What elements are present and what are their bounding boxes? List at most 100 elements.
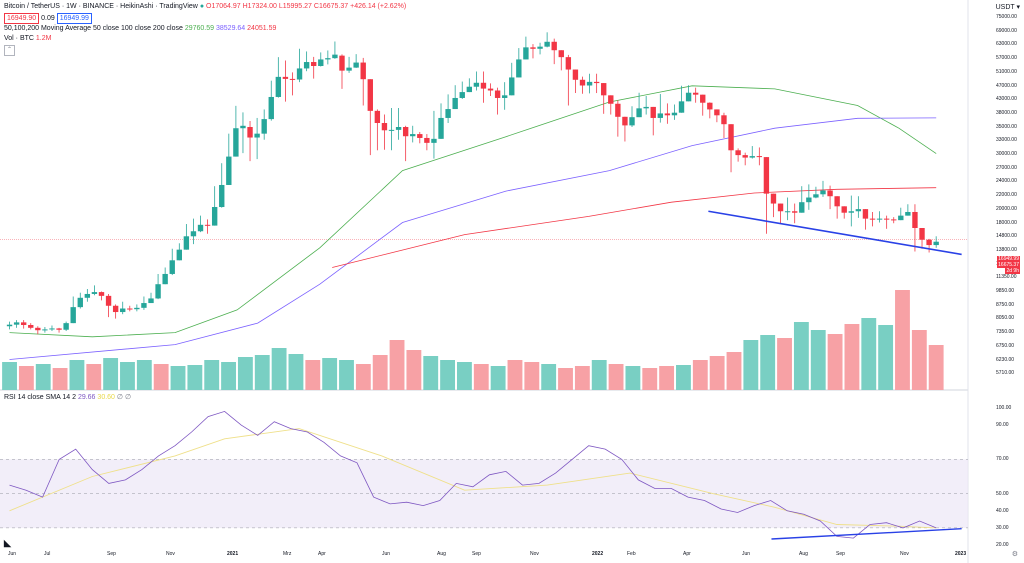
collapse-legend-button[interactable]: ⌃	[4, 45, 16, 56]
candle-body	[841, 206, 847, 213]
time-axis-label: Apr	[683, 551, 691, 557]
candle-body	[735, 150, 741, 156]
time-axis-label: Jun	[742, 551, 751, 557]
settings-gear-icon[interactable]: ⚙	[1011, 551, 1018, 558]
rsi-tail: ∅ ∅	[116, 394, 132, 401]
candle-body	[799, 202, 805, 213]
tradingview-logo[interactable]: ⁠◣	[4, 538, 11, 549]
candle-body	[692, 92, 699, 95]
time-axis-label: Apr	[318, 551, 326, 557]
ma100-value: 38529.64	[216, 25, 246, 32]
candle-body	[728, 124, 734, 151]
ohlc-high: H17324.00	[242, 3, 277, 10]
candle-body	[494, 90, 501, 98]
ohlc-change: +426.14 (+2.62%)	[350, 3, 407, 10]
candle-body	[551, 41, 557, 51]
volume-bar	[423, 356, 439, 390]
volume-bar	[827, 334, 843, 390]
candle-body	[629, 117, 635, 126]
volume-bar	[743, 340, 759, 390]
price-axis-label: 9850.00	[996, 288, 1015, 294]
price-axis-label: 30000.00	[996, 151, 1017, 157]
time-axis-label: Nov	[166, 551, 175, 557]
candle-body	[289, 78, 296, 80]
candle-body	[501, 95, 508, 98]
candle-body	[226, 156, 232, 185]
candle-body	[919, 228, 925, 240]
time-axis-label: Feb	[627, 551, 636, 557]
candle-body	[325, 58, 331, 60]
status-dot: ●	[199, 3, 205, 10]
candle-body	[721, 115, 727, 125]
candle-body	[360, 62, 366, 80]
candle-body	[410, 134, 416, 137]
candle-body	[91, 292, 98, 294]
chevron-down-icon: ▾	[1014, 4, 1020, 11]
candle-body	[763, 157, 770, 194]
price-axis-label: 63000.00	[996, 41, 1017, 48]
volume-legend[interactable]: Vol · BTC 1.2M	[4, 34, 51, 44]
candle-body	[388, 129, 395, 131]
volume-bar	[642, 368, 658, 390]
candle-body	[643, 106, 649, 109]
candle-body	[219, 184, 225, 208]
candle-body	[240, 125, 246, 129]
candle-body	[98, 292, 105, 296]
candle-body	[898, 215, 904, 221]
candle-body	[6, 324, 13, 327]
candle-body	[417, 134, 423, 138]
volume-bar	[574, 366, 590, 390]
candle-body	[332, 54, 338, 59]
candle-body	[509, 77, 515, 96]
currency-text: USDT	[995, 4, 1015, 11]
candle-body	[657, 113, 663, 118]
candle-body	[558, 50, 564, 58]
candle-body	[530, 47, 536, 49]
candle-body	[593, 81, 600, 84]
candle-body	[275, 76, 282, 97]
time-axis-label: Sep	[107, 551, 116, 557]
candle-body	[749, 156, 755, 158]
chevron-up-icon: ⌃	[4, 45, 16, 56]
rsi-legend[interactable]: RSI 14 close SMA 14 2 29.66 30.60 ∅ ∅	[4, 393, 131, 403]
tradingview-logo-icon: ⁠◣	[4, 538, 11, 548]
volume-bar	[524, 362, 540, 390]
time-axis-label: Jul	[44, 551, 51, 557]
rsi-axis-label: 30.00	[996, 524, 1009, 531]
volume-bar	[355, 364, 371, 390]
candle-body	[112, 305, 119, 313]
candle-body	[148, 298, 154, 304]
currency-label[interactable]: USDT ▾	[996, 3, 1020, 11]
candle-body	[190, 231, 197, 237]
volume-bar	[18, 366, 34, 390]
candle-body	[622, 116, 628, 126]
candle-body	[353, 62, 359, 68]
volume-bar	[659, 366, 675, 390]
price-axis-label: 69000.00	[996, 27, 1017, 34]
candle-body	[77, 297, 83, 308]
ask-box[interactable]: 16949.99	[56, 13, 92, 24]
rsi-line	[9, 410, 937, 539]
ma-legend[interactable]: 50,100,200 Moving Average 50 close 100 c…	[4, 24, 276, 34]
candle-body	[211, 207, 218, 226]
candle-body	[636, 108, 642, 118]
candle-body	[431, 138, 437, 143]
volume-bar	[322, 358, 338, 390]
ma50-line	[9, 85, 937, 338]
candle-body	[56, 328, 62, 330]
candle-body	[70, 307, 76, 324]
time-axis-label: 2022	[592, 551, 604, 557]
price-axis-label: 6230.00	[996, 356, 1015, 363]
symbol-title[interactable]: Bitcoin / TetherUS · 1W · BINANCE · Heik…	[4, 3, 198, 10]
volume-bar	[473, 364, 489, 390]
candle-body	[601, 83, 607, 96]
candle-body	[459, 92, 465, 98]
candle-body	[777, 203, 784, 212]
candle-body	[339, 55, 345, 71]
bid-box[interactable]: 16949.90	[4, 13, 40, 24]
time-axis-label: Nov	[900, 551, 909, 557]
candle-body	[127, 308, 133, 310]
candle-body	[63, 323, 69, 330]
candle-body	[544, 41, 550, 47]
